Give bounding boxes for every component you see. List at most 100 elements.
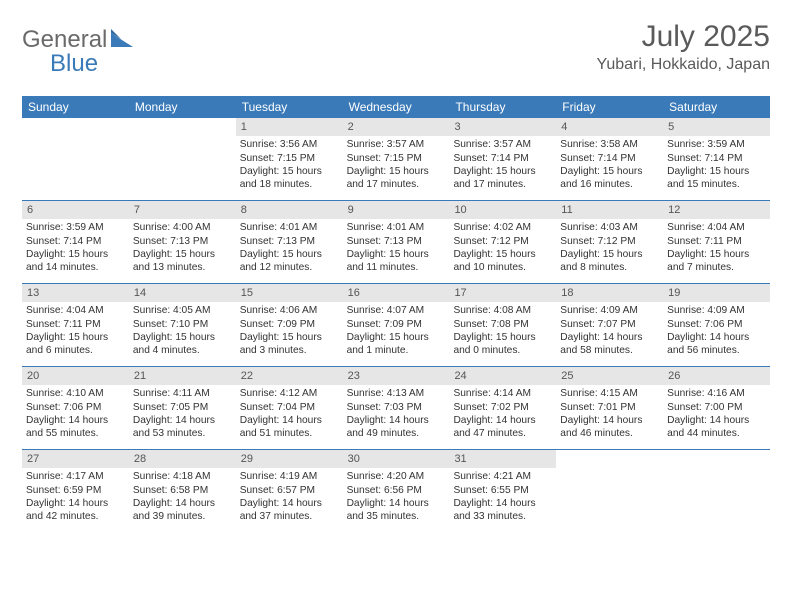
sunset-text: Sunset: 7:09 PM	[240, 318, 339, 331]
sunset-text: Sunset: 7:13 PM	[133, 235, 232, 248]
day-number: 1	[236, 118, 343, 136]
day-body: Sunrise: 4:08 AMSunset: 7:08 PMDaylight:…	[449, 302, 556, 361]
sunset-text: Sunset: 7:02 PM	[453, 401, 552, 414]
sunset-text: Sunset: 7:01 PM	[560, 401, 659, 414]
sunrise-text: Sunrise: 4:07 AM	[347, 304, 446, 317]
day-cell: 20 Sunrise: 4:10 AMSunset: 7:06 PMDayligh…	[22, 367, 129, 449]
day-cell	[556, 450, 663, 532]
weekday-row: Sunday Monday Tuesday Wednesday Thursday…	[22, 96, 770, 118]
sunset-text: Sunset: 7:05 PM	[133, 401, 232, 414]
sunset-text: Sunset: 7:09 PM	[347, 318, 446, 331]
day-number: 21	[129, 367, 236, 385]
weekday-fri: Friday	[556, 96, 663, 118]
day-body: Sunrise: 4:18 AMSunset: 6:58 PMDaylight:…	[129, 468, 236, 527]
day-body: Sunrise: 4:14 AMSunset: 7:02 PMDaylight:…	[449, 385, 556, 444]
sunset-text: Sunset: 7:03 PM	[347, 401, 446, 414]
day-cell: 12Sunrise: 4:04 AMSunset: 7:11 PMDayligh…	[663, 201, 770, 283]
daylight-text: Daylight: 14 hours and 49 minutes.	[347, 414, 446, 441]
sunrise-text: Sunrise: 4:10 AM	[26, 387, 125, 400]
sunset-text: Sunset: 7:07 PM	[560, 318, 659, 331]
day-body: Sunrise: 4:11 AMSunset: 7:05 PMDaylight:…	[129, 385, 236, 444]
day-body: Sunrise: 4:02 AMSunset: 7:12 PMDaylight:…	[449, 219, 556, 278]
weekday-tue: Tuesday	[236, 96, 343, 118]
sunrise-text: Sunrise: 4:01 AM	[240, 221, 339, 234]
weekday-wed: Wednesday	[343, 96, 450, 118]
week-row: 1Sunrise: 3:56 AMSunset: 7:15 PMDaylight…	[22, 118, 770, 200]
day-number: 6	[22, 201, 129, 219]
sunrise-text: Sunrise: 4:08 AM	[453, 304, 552, 317]
day-body: Sunrise: 4:09 AMSunset: 7:07 PMDaylight:…	[556, 302, 663, 361]
sunrise-text: Sunrise: 3:59 AM	[667, 138, 766, 151]
day-body: Sunrise: 4:19 AMSunset: 6:57 PMDaylight:…	[236, 468, 343, 527]
daylight-text: Daylight: 15 hours and 17 minutes.	[453, 165, 552, 192]
sunset-text: Sunset: 7:15 PM	[347, 152, 446, 165]
sunset-text: Sunset: 7:14 PM	[667, 152, 766, 165]
day-number: 17	[449, 284, 556, 302]
day-cell: 29Sunrise: 4:19 AMSunset: 6:57 PMDayligh…	[236, 450, 343, 532]
sunrise-text: Sunrise: 4:11 AM	[133, 387, 232, 400]
daylight-text: Daylight: 15 hours and 11 minutes.	[347, 248, 446, 275]
day-cell: 7Sunrise: 4:00 AMSunset: 7:13 PMDaylight…	[129, 201, 236, 283]
day-number: 19	[663, 284, 770, 302]
sunset-text: Sunset: 6:58 PM	[133, 484, 232, 497]
day-cell: 25Sunrise: 4:15 AMSunset: 7:01 PMDayligh…	[556, 367, 663, 449]
daylight-text: Daylight: 14 hours and 35 minutes.	[347, 497, 446, 524]
sunset-text: Sunset: 6:57 PM	[240, 484, 339, 497]
day-cell: 9Sunrise: 4:01 AMSunset: 7:13 PMDaylight…	[343, 201, 450, 283]
day-body: Sunrise: 3:57 AMSunset: 7:14 PMDaylight:…	[449, 136, 556, 195]
sunset-text: Sunset: 7:06 PM	[26, 401, 125, 414]
sunset-text: Sunset: 6:59 PM	[26, 484, 125, 497]
day-body: Sunrise: 3:58 AMSunset: 7:14 PMDaylight:…	[556, 136, 663, 195]
sunset-text: Sunset: 7:08 PM	[453, 318, 552, 331]
sunset-text: Sunset: 7:11 PM	[26, 318, 125, 331]
sunset-text: Sunset: 7:00 PM	[667, 401, 766, 414]
day-number: 26	[663, 367, 770, 385]
day-number: 16	[343, 284, 450, 302]
daylight-text: Daylight: 14 hours and 39 minutes.	[133, 497, 232, 524]
sunset-text: Sunset: 7:04 PM	[240, 401, 339, 414]
sunset-text: Sunset: 6:55 PM	[453, 484, 552, 497]
sunset-text: Sunset: 7:12 PM	[560, 235, 659, 248]
sunrise-text: Sunrise: 4:02 AM	[453, 221, 552, 234]
week-row: 20Sunrise: 4:10 AMSunset: 7:06 PMDayligh…	[22, 366, 770, 449]
day-number: 20	[22, 367, 129, 385]
day-body: Sunrise: 4:20 AMSunset: 6:56 PMDaylight:…	[343, 468, 450, 527]
sunset-text: Sunset: 7:13 PM	[240, 235, 339, 248]
daylight-text: Daylight: 15 hours and 14 minutes.	[26, 248, 125, 275]
sunrise-text: Sunrise: 4:12 AM	[240, 387, 339, 400]
sunset-text: Sunset: 7:14 PM	[26, 235, 125, 248]
sunrise-text: Sunrise: 4:00 AM	[133, 221, 232, 234]
sunrise-text: Sunrise: 4:20 AM	[347, 470, 446, 483]
daylight-text: Daylight: 15 hours and 7 minutes.	[667, 248, 766, 275]
day-number: 22	[236, 367, 343, 385]
daylight-text: Daylight: 15 hours and 1 minute.	[347, 331, 446, 358]
sunrise-text: Sunrise: 3:59 AM	[26, 221, 125, 234]
daylight-text: Daylight: 14 hours and 55 minutes.	[26, 414, 125, 441]
day-body: Sunrise: 4:04 AMSunset: 7:11 PMDaylight:…	[663, 219, 770, 278]
day-cell	[129, 118, 236, 200]
sunrise-text: Sunrise: 4:18 AM	[133, 470, 232, 483]
daylight-text: Daylight: 15 hours and 13 minutes.	[133, 248, 232, 275]
day-body: Sunrise: 3:59 AMSunset: 7:14 PMDaylight:…	[663, 136, 770, 195]
sunrise-text: Sunrise: 3:57 AM	[453, 138, 552, 151]
day-cell: 6 Sunrise: 3:59 AMSunset: 7:14 PMDaylight…	[22, 201, 129, 283]
sunrise-text: Sunrise: 3:57 AM	[347, 138, 446, 151]
daylight-text: Daylight: 14 hours and 53 minutes.	[133, 414, 232, 441]
week-row: 13Sunrise: 4:04 AMSunset: 7:11 PMDayligh…	[22, 283, 770, 366]
day-cell: 23Sunrise: 4:13 AMSunset: 7:03 PMDayligh…	[343, 367, 450, 449]
sunset-text: Sunset: 7:10 PM	[133, 318, 232, 331]
sunset-text: Sunset: 7:11 PM	[667, 235, 766, 248]
day-cell: 14Sunrise: 4:05 AMSunset: 7:10 PMDayligh…	[129, 284, 236, 366]
day-cell: 30Sunrise: 4:20 AMSunset: 6:56 PMDayligh…	[343, 450, 450, 532]
day-cell: 17Sunrise: 4:08 AMSunset: 7:08 PMDayligh…	[449, 284, 556, 366]
day-number: 31	[449, 450, 556, 468]
day-cell: 18Sunrise: 4:09 AMSunset: 7:07 PMDayligh…	[556, 284, 663, 366]
daylight-text: Daylight: 14 hours and 47 minutes.	[453, 414, 552, 441]
day-number: 8	[236, 201, 343, 219]
day-cell: 2Sunrise: 3:57 AMSunset: 7:15 PMDaylight…	[343, 118, 450, 200]
sunrise-text: Sunrise: 4:05 AM	[133, 304, 232, 317]
day-body: Sunrise: 4:03 AMSunset: 7:12 PMDaylight:…	[556, 219, 663, 278]
flag-icon	[111, 29, 133, 52]
weekday-mon: Monday	[129, 96, 236, 118]
location: Yubari, Hokkaido, Japan	[597, 56, 770, 74]
